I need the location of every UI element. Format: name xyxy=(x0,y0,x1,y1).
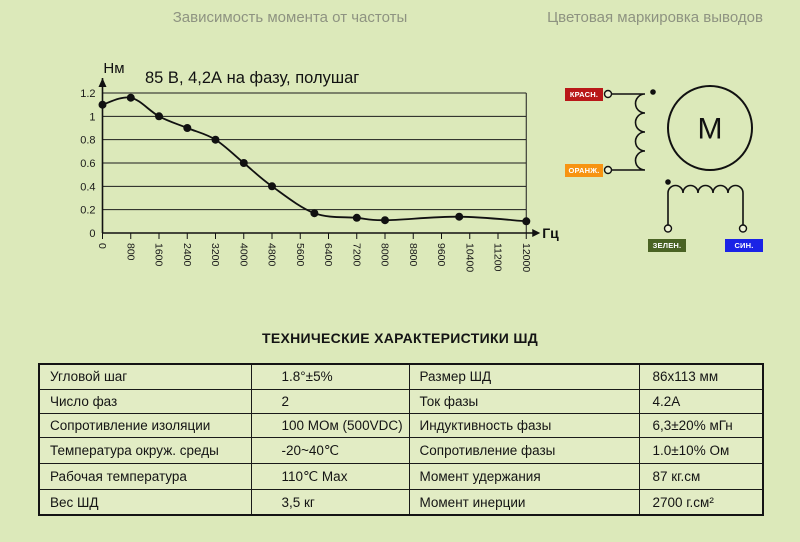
chart-section-title: Зависимость момента от частоты xyxy=(172,9,408,26)
spec-value: 86х113 мм xyxy=(638,363,764,390)
x-tick-label: 800 xyxy=(124,243,136,261)
x-axis-unit-label: Гц xyxy=(542,225,559,241)
y-tick-label: 0.4 xyxy=(80,181,95,193)
x-tick-label: 5600 xyxy=(294,243,306,267)
data-point-marker xyxy=(268,182,276,191)
spec-value: -20~40℃ xyxy=(250,437,410,465)
data-point-marker xyxy=(455,212,464,221)
x-tick-label: 4000 xyxy=(237,243,249,267)
spec-param: Момент удержания xyxy=(408,463,640,491)
y-axis-arrow xyxy=(98,78,107,87)
y-tick-label: 0.2 xyxy=(80,205,95,217)
x-tick-label: 1600 xyxy=(153,243,165,267)
x-tick-label: 3200 xyxy=(209,243,221,267)
x-tick-label: 8000 xyxy=(379,243,391,267)
phase-b-coil xyxy=(667,184,744,225)
spec-row: Число фаз 2 Ток фазы 4.2А xyxy=(38,388,764,415)
motor-letter: M xyxy=(698,113,723,146)
spec-value: 6,3±20% мГн xyxy=(638,413,764,439)
x-tick-label: 9600 xyxy=(435,243,447,267)
wire-label-blue: СИН. xyxy=(725,239,763,252)
y-tick-label: 0 xyxy=(89,228,95,240)
motor-circle xyxy=(667,85,753,171)
y-tick-label: 0.8 xyxy=(80,135,95,147)
y-tick-label: 0.6 xyxy=(80,158,95,170)
data-point-marker xyxy=(381,216,389,225)
chart-title: 85 В, 4,2А на фазу, полушаг xyxy=(145,69,359,87)
x-tick-label: 4800 xyxy=(266,243,278,267)
data-point-marker xyxy=(183,124,192,132)
x-tick-label: 12000 xyxy=(520,243,532,272)
specs-table: Угловой шаг 1.8°±5% Размер ШД 86х113 мм Числ… xyxy=(38,363,764,516)
spec-param: Момент инерции xyxy=(408,489,640,516)
data-point-marker xyxy=(155,112,163,121)
x-axis-arrow xyxy=(532,229,541,237)
spec-param: Рабочая температура xyxy=(38,463,252,491)
spec-param: Ток фазы xyxy=(408,388,640,415)
spec-param: Сопротивление фазы xyxy=(408,437,640,465)
y-tick-label: 1 xyxy=(89,111,95,123)
spec-param: Индуктивность фазы xyxy=(408,413,640,439)
spec-param: Число фаз xyxy=(38,388,252,415)
spec-param: Температура окруж. среды xyxy=(38,437,252,465)
spec-row: Сопротивление изоляции 100 МОм (500VDC) Ин… xyxy=(38,413,764,439)
y-axis-unit-label: Нм xyxy=(103,60,124,77)
phase-a-coil xyxy=(611,93,646,171)
spec-row: Рабочая температура 110℃ Max Момент удержа… xyxy=(38,463,764,491)
x-tick-label: 10400 xyxy=(463,243,475,272)
data-point-marker xyxy=(352,213,361,222)
wire-label-green: ЗЕЛЕН. xyxy=(648,239,686,252)
phase-a-polarity-dot xyxy=(650,89,656,95)
wire-label-red: КРАСН. xyxy=(565,88,603,101)
spec-param: Угловой шаг xyxy=(38,363,252,390)
phase-b-polarity-dot xyxy=(665,179,671,185)
data-point-marker xyxy=(239,159,248,167)
spec-param: Вес ШД xyxy=(38,489,252,516)
data-point-marker xyxy=(310,209,319,218)
data-point-marker xyxy=(98,100,107,109)
specs-table-body: Угловой шаг 1.8°±5% Размер ШД 86х113 мм Числ… xyxy=(38,363,764,516)
spec-param: Сопротивление изоляции xyxy=(38,413,252,439)
x-tick-label: 11200 xyxy=(492,243,504,272)
spec-value: 2700 г.см² xyxy=(638,489,764,516)
spec-value: 87 кг.см xyxy=(638,463,764,491)
x-tick-label: 0 xyxy=(96,243,108,249)
data-point-marker xyxy=(522,217,531,226)
x-tick-label: 8800 xyxy=(407,243,419,267)
terminal-blue xyxy=(738,224,748,233)
terminal-orange xyxy=(603,165,613,175)
data-point-marker xyxy=(126,93,135,102)
torque-frequency-chart: 0 800 1600 2400 3200 4000 4800 5600 6400 7200 8000… xyxy=(80,60,559,272)
spec-value: 100 МОм (500VDC) xyxy=(250,413,410,439)
wire-label-orange: ОРАНЖ. xyxy=(565,164,603,177)
spec-param: Размер ШД xyxy=(408,363,640,390)
spec-value: 4.2А xyxy=(638,388,764,415)
x-tick-label: 7200 xyxy=(350,243,362,267)
spec-value: 1.8°±5% xyxy=(250,363,410,390)
terminal-green xyxy=(663,224,673,233)
y-tick-label: 1.2 xyxy=(80,88,95,100)
motor-wiring-diagram: M xyxy=(603,85,753,233)
spec-value: 3,5 кг xyxy=(250,489,410,516)
data-point-marker xyxy=(211,135,220,144)
wiring-section-title: Цветовая маркировка выводов xyxy=(547,9,763,26)
specs-table-title: ТЕХНИЧЕСКИЕ ХАРАКТЕРИСТИКИ ШД xyxy=(262,330,538,346)
x-tick-label: 2400 xyxy=(181,243,193,267)
spec-row: Вес ШД 3,5 кг Момент инерции 2700 г.см² xyxy=(38,489,764,516)
spec-row: Температура окруж. среды -20~40℃ Сопротивл… xyxy=(38,437,764,465)
spec-value: 2 xyxy=(250,388,410,415)
spec-row: Угловой шаг 1.8°±5% Размер ШД 86х113 мм xyxy=(38,363,764,390)
terminal-red xyxy=(603,89,613,99)
spec-value: 1.0±10% Ом xyxy=(638,437,764,465)
spec-value: 110℃ Max xyxy=(250,463,410,491)
x-tick-label: 6400 xyxy=(322,243,334,267)
